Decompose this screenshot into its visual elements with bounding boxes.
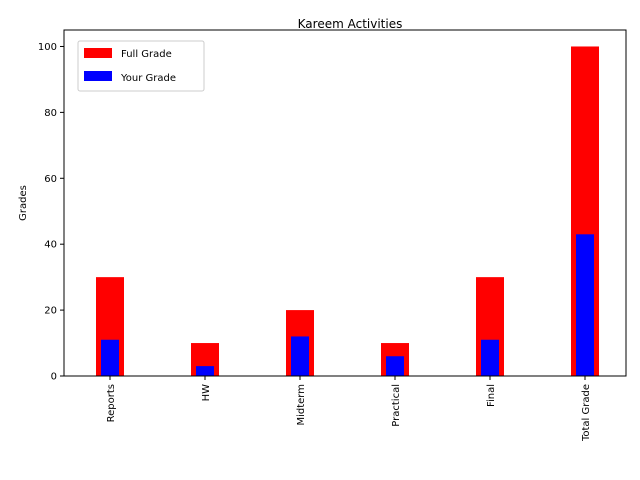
x-tick-label-final: Final [486, 384, 497, 407]
y-tick-label-60: 60 [44, 174, 57, 185]
y-axis-title: Grades [18, 185, 29, 221]
y-tick-label-0: 0 [51, 372, 57, 383]
x-tick-label-hw: HW [201, 384, 212, 402]
y-tick-label-20: 20 [44, 306, 57, 317]
y-tick-label-100: 100 [38, 42, 57, 53]
chart-title: Kareem Activities [298, 17, 403, 31]
y-tick-label-80: 80 [44, 108, 57, 119]
legend-label-your-grade: Your Grade [120, 73, 176, 84]
plot-frame [63, 29, 627, 377]
bar-your-grade-midterm [291, 336, 309, 376]
y-axis: 0 20 40 60 80 100 [38, 42, 64, 383]
legend: Full Grade Your Grade [77, 40, 205, 92]
bars-layer [96, 46, 599, 376]
x-tick-label-total-grade: Total Grade [581, 384, 592, 442]
legend-swatch-your-grade [84, 71, 112, 81]
y-tick-label-40: 40 [44, 240, 57, 251]
bar-your-grade-final [481, 339, 499, 376]
x-tick-label-midterm: Midterm [296, 384, 307, 426]
legend-swatch-full-grade [84, 48, 112, 58]
x-tick-label-practical: Practical [391, 384, 402, 427]
bar-your-grade-practical [386, 356, 404, 376]
bar-your-grade-total-grade [576, 234, 594, 376]
bar-your-grade-reports [101, 339, 119, 376]
x-tick-label-reports: Reports [106, 384, 117, 422]
bar-your-grade-hw [196, 366, 214, 376]
legend-label-full-grade: Full Grade [121, 49, 172, 60]
x-axis: Reports HW Midterm Practical Final Total Grad… [106, 376, 592, 442]
